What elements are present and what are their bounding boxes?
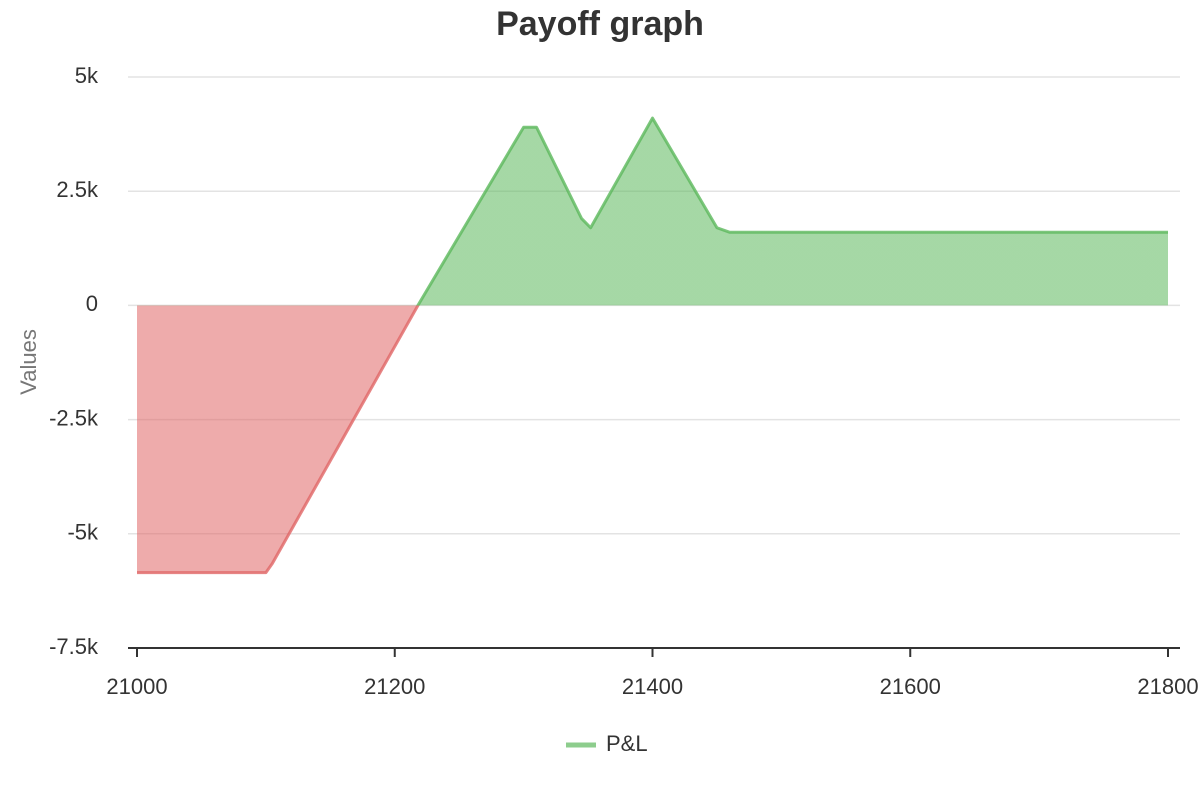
- area: [137, 118, 1168, 573]
- y-tick-label: -5k: [67, 520, 99, 545]
- chart-title: Payoff graph: [496, 5, 704, 43]
- x-tick-label: 21400: [622, 674, 683, 699]
- x-tick-label: 21600: [880, 674, 941, 699]
- y-tick-label: -2.5k: [49, 405, 99, 430]
- x-tick-label: 21800: [1137, 674, 1198, 699]
- y-tick-label: 5k: [75, 63, 99, 88]
- line: [137, 116, 1168, 575]
- x-tick-label: 21200: [364, 674, 425, 699]
- y-tick-label: 2.5k: [56, 177, 99, 202]
- y-tick-label: 0: [86, 291, 98, 316]
- x-tick-label: 21000: [106, 674, 167, 699]
- y-axis-label: Values: [16, 329, 41, 395]
- y-tick-label: -7.5k: [49, 634, 99, 659]
- legend-label: P&L: [606, 731, 648, 756]
